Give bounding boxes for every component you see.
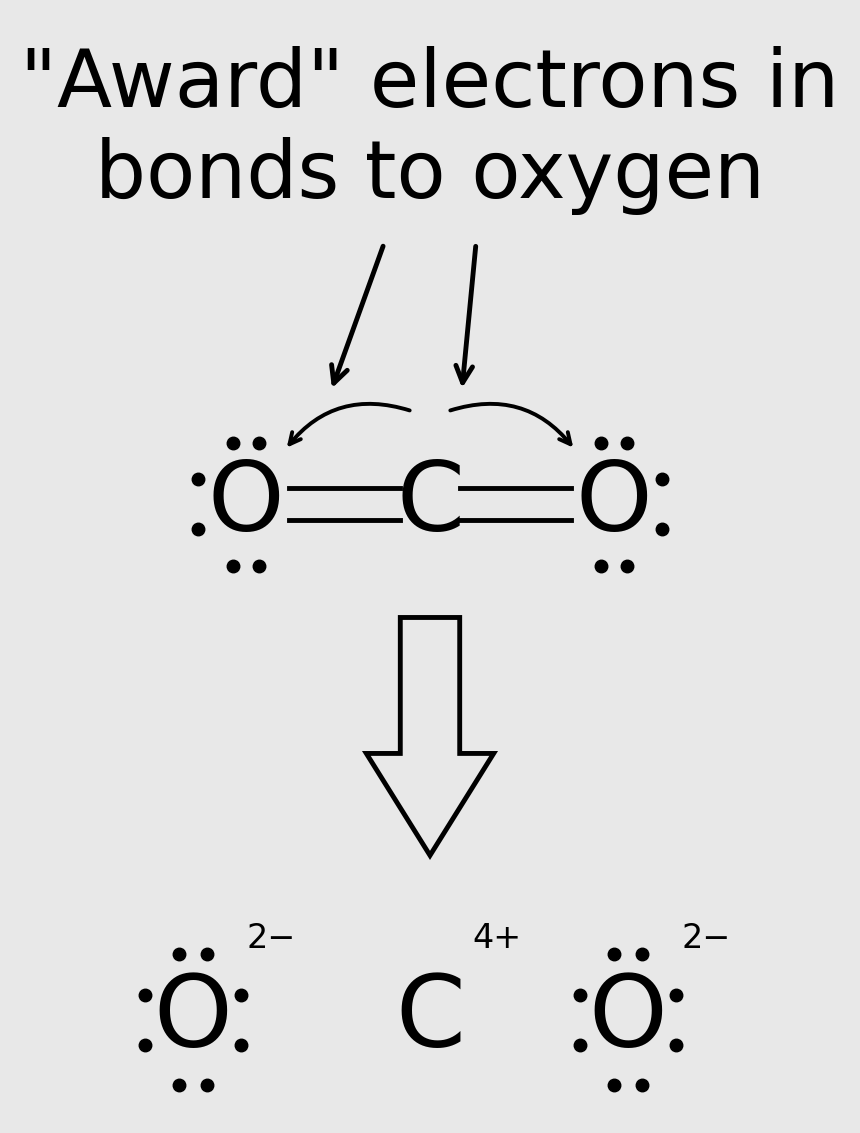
Text: 4+: 4+: [472, 921, 521, 955]
Text: C: C: [396, 458, 464, 551]
Text: "Award" electrons in: "Award" electrons in: [21, 46, 839, 123]
Text: 2−: 2−: [681, 921, 730, 955]
Text: O: O: [575, 458, 652, 551]
Text: O: O: [588, 971, 667, 1068]
Text: O: O: [208, 458, 285, 551]
Text: 2−: 2−: [246, 921, 296, 955]
Polygon shape: [366, 617, 494, 855]
Text: O: O: [154, 971, 232, 1068]
Text: C: C: [395, 971, 465, 1068]
Text: bonds to oxygen: bonds to oxygen: [95, 137, 765, 214]
